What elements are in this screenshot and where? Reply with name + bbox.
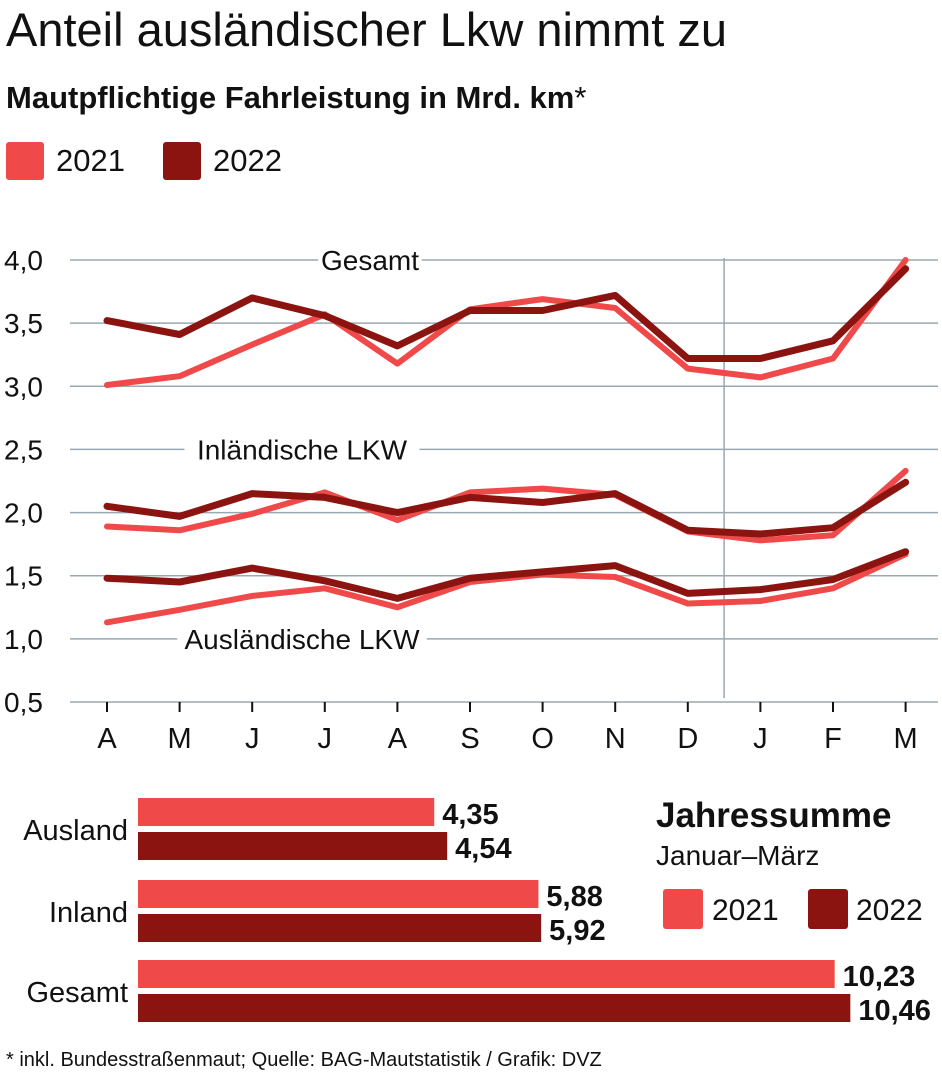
y-tick-label: 2,0: [4, 498, 43, 529]
bar-gesamt-2021: [138, 960, 835, 988]
legend-item-2022: 2022: [162, 142, 282, 180]
bar-inland-2022: [138, 914, 542, 942]
x-tick-label: A: [97, 723, 117, 755]
group-label-bg: [184, 433, 420, 468]
y-tick-label: 2,5: [4, 434, 43, 465]
x-tick-label: J: [318, 723, 333, 755]
bar-value-label: 10,23: [843, 961, 916, 993]
bar-value-label: 10,46: [858, 995, 931, 1027]
x-tick-label: O: [531, 723, 554, 755]
x-tick-label: M: [894, 723, 918, 755]
group-label-inland: Inländische LKW: [197, 434, 408, 465]
bar-gesamt-2022: [138, 994, 851, 1022]
x-tick-label: N: [605, 723, 626, 755]
x-tick-label: F: [824, 723, 842, 755]
bar-category-label: Gesamt: [26, 977, 128, 1009]
y-tick-label: 4,0: [4, 245, 43, 276]
bar-ausland-2022: [138, 832, 448, 860]
bar-category-label: Ausland: [23, 815, 128, 847]
line-inland-2021: [104, 467, 909, 544]
bar-legend-label-2022: 2022: [856, 894, 923, 927]
legend-item-2021: 2021: [6, 142, 125, 180]
bar-chart-subtitle: Januar–März: [656, 840, 819, 871]
bar-value-label: 5,92: [549, 915, 605, 947]
footnote: * inkl. Bundesstraßenmaut; Quelle: BAG-M…: [6, 1049, 602, 1071]
bar-ausland-2021: [138, 798, 435, 826]
y-tick-label: 0,5: [4, 687, 43, 718]
bar-chart: Ausland 4,354,54 Inland 5,885,92 Gesamt 10,23…: [23, 796, 931, 1027]
group-label-ausland: Ausländische LKW: [184, 624, 420, 655]
bar-category-label: Inland: [49, 897, 128, 929]
line-gesamt-2021: [104, 257, 909, 388]
bar-inland-2021: [138, 880, 539, 908]
y-tick-label: 3,5: [4, 308, 43, 339]
y-tick-label: 3,0: [4, 371, 43, 402]
x-tick-label: S: [460, 723, 479, 755]
y-tick-label: 1,5: [4, 561, 43, 592]
subtitle-footnote-marker: *: [574, 80, 587, 115]
x-tick-label: J: [245, 723, 260, 755]
group-label-bg: [177, 622, 427, 657]
x-tick-label: M: [168, 723, 192, 755]
y-tick-label: 1,0: [4, 624, 43, 655]
legend-label-2022: 2022: [212, 143, 282, 178]
legend: 2021 2022: [6, 142, 320, 180]
legend-swatch-2021: [6, 142, 44, 180]
bar-value-label: 5,88: [546, 881, 602, 913]
line-gesamt-2022: [103, 265, 910, 362]
legend-label-2021: 2021: [56, 143, 125, 178]
x-tick-label: A: [388, 723, 408, 755]
chart-subtitle: Mautpflichtige Fahrleistung in Mrd. km*: [6, 78, 586, 118]
bar-value-label: 4,35: [442, 799, 498, 831]
x-tick-label: J: [753, 723, 768, 755]
bar-legend-label-2021: 2021: [712, 894, 779, 927]
line-ausland-2022: [103, 548, 910, 602]
x-tick-label: D: [677, 723, 698, 755]
line-chart: 0,5 1,0 1,5 2,0 2,5 3,0 3,5 4,0 A M J J A S O N D J F M Gesa…: [4, 244, 938, 755]
bar-value-label: 4,54: [455, 833, 511, 865]
line-inland-2022: [103, 478, 910, 538]
bar-legend-swatch-2022: [808, 889, 848, 929]
legend-swatch-2022: [162, 142, 201, 180]
bar-legend-swatch-2021: [663, 889, 703, 929]
group-label-bg: [318, 244, 422, 278]
chart-title: Anteil ausländischer Lkw nimmt zu: [6, 3, 727, 56]
subtitle-text: Mautpflichtige Fahrleistung in Mrd. km: [6, 80, 575, 115]
bar-chart-title: Jahressumme: [656, 796, 891, 835]
group-label-gesamt: Gesamt: [321, 245, 419, 276]
